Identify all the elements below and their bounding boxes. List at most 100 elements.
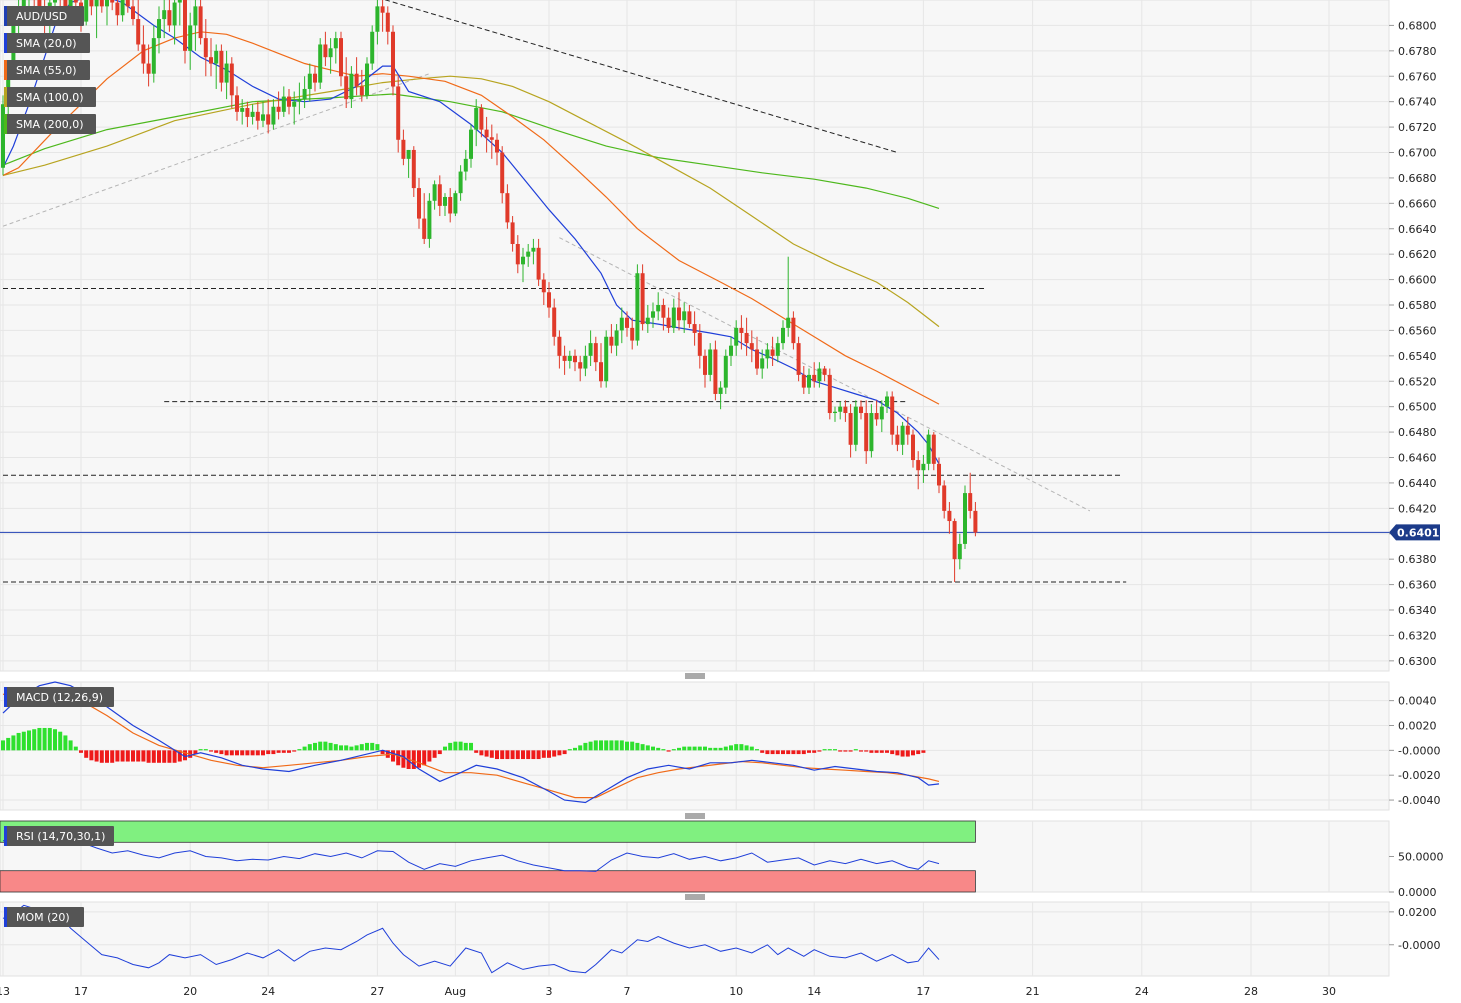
candle-body (261, 114, 265, 121)
candle (287, 88, 291, 115)
candle-body (245, 108, 250, 117)
candle (916, 451, 921, 490)
panel-resize-handle[interactable] (685, 813, 705, 819)
candle-body (599, 362, 603, 382)
candle-body (557, 336, 562, 356)
macd-histogram-bar (921, 750, 926, 753)
macd-histogram-bar (567, 749, 572, 751)
macd-histogram-bar (604, 740, 609, 751)
macd-histogram-bar (276, 750, 281, 753)
candle (505, 184, 510, 229)
candle (770, 336, 775, 366)
candle (313, 66, 317, 92)
macd-histogram-bar (375, 744, 380, 751)
candle (843, 400, 848, 422)
macd-histogram-bar (463, 742, 468, 751)
macd-histogram-bar (900, 750, 905, 757)
legend-item-swatch (4, 60, 7, 80)
candle-body (183, 0, 187, 51)
candle-body (822, 368, 827, 375)
candle (479, 104, 484, 138)
candle-body (375, 6, 380, 32)
candle (157, 6, 161, 54)
candle (172, 0, 177, 45)
macd-histogram-bar (73, 746, 78, 751)
date-tick-label: 14 (807, 985, 821, 998)
candle (526, 244, 531, 267)
rsi-tick-label: 50.0000 (1398, 851, 1444, 864)
candle-body (146, 63, 151, 74)
candle (635, 264, 640, 346)
candle (94, 0, 99, 39)
candle (188, 12, 193, 70)
candle-body (505, 193, 510, 223)
candle-body (151, 38, 156, 74)
price-tick-label: 0.6520 (1398, 375, 1437, 388)
candle (437, 175, 442, 217)
candle-body (266, 114, 271, 125)
candle-body (281, 96, 286, 112)
macd-histogram-bar (630, 741, 635, 751)
panel-resize-handle[interactable] (685, 673, 705, 679)
candle (219, 44, 224, 92)
candle (391, 25, 395, 96)
date-tick-label: 17 (74, 985, 88, 998)
candle-body (718, 387, 723, 394)
macd-histogram-bar (235, 750, 239, 756)
support-resistance-lines (0, 0, 1389, 583)
candle-body (120, 0, 125, 16)
macd-histogram-bar (271, 750, 276, 755)
mom-label-bg (4, 907, 84, 927)
macd-histogram-bar (791, 750, 796, 755)
macd-histogram-bar (89, 750, 94, 761)
candle-body (749, 343, 754, 350)
candle-body (495, 139, 499, 153)
macd-histogram-bar (63, 735, 68, 751)
legend-item: SMA (100,0) (4, 87, 96, 107)
macd-histogram-bar (864, 750, 869, 752)
macd-histogram-bar (682, 746, 687, 751)
candle (786, 256, 791, 337)
candle-body (328, 48, 333, 58)
candle (453, 190, 458, 217)
macd-histogram-bar (703, 746, 707, 751)
candle (885, 391, 889, 414)
candle-body (391, 31, 395, 87)
candle (640, 264, 645, 331)
candle (443, 193, 447, 217)
momentum-line (2, 904, 940, 974)
macd-histogram-bar (53, 729, 57, 751)
candle (661, 298, 666, 331)
candle-body (162, 10, 167, 20)
candle-body (973, 510, 978, 533)
macd-tick-label: 0.0040 (1398, 695, 1437, 708)
candle-body (406, 149, 411, 159)
panel-resize-handle[interactable] (685, 894, 705, 900)
candle (370, 25, 375, 70)
macd-histogram-bar (562, 750, 567, 755)
candle-body (380, 6, 385, 13)
candle (125, 0, 130, 13)
macd-histogram-bar (84, 750, 89, 758)
candle-body (625, 317, 629, 328)
price-tick-label: 0.6720 (1398, 121, 1437, 134)
macd-histogram-bar (853, 749, 858, 751)
macd-histogram-bar (458, 741, 463, 751)
macd-histogram-bar (708, 747, 713, 751)
macd-histogram-bar (240, 750, 245, 756)
candle (671, 298, 676, 333)
macd-tick-label: 0.0020 (1398, 719, 1437, 732)
panel-resize-handles[interactable] (685, 673, 705, 900)
legend-item-swatch (4, 33, 7, 53)
date-tick-label: 24 (1135, 985, 1149, 998)
macd-histogram-bar (557, 750, 562, 756)
candle (302, 76, 307, 109)
macd-histogram-bar (37, 727, 42, 751)
candle (905, 416, 910, 445)
candle-body (177, 0, 182, 3)
rsi-oversold-zone (0, 870, 976, 893)
candle-body (141, 44, 146, 64)
macd-histogram-bar (224, 750, 229, 756)
candle (713, 340, 718, 401)
